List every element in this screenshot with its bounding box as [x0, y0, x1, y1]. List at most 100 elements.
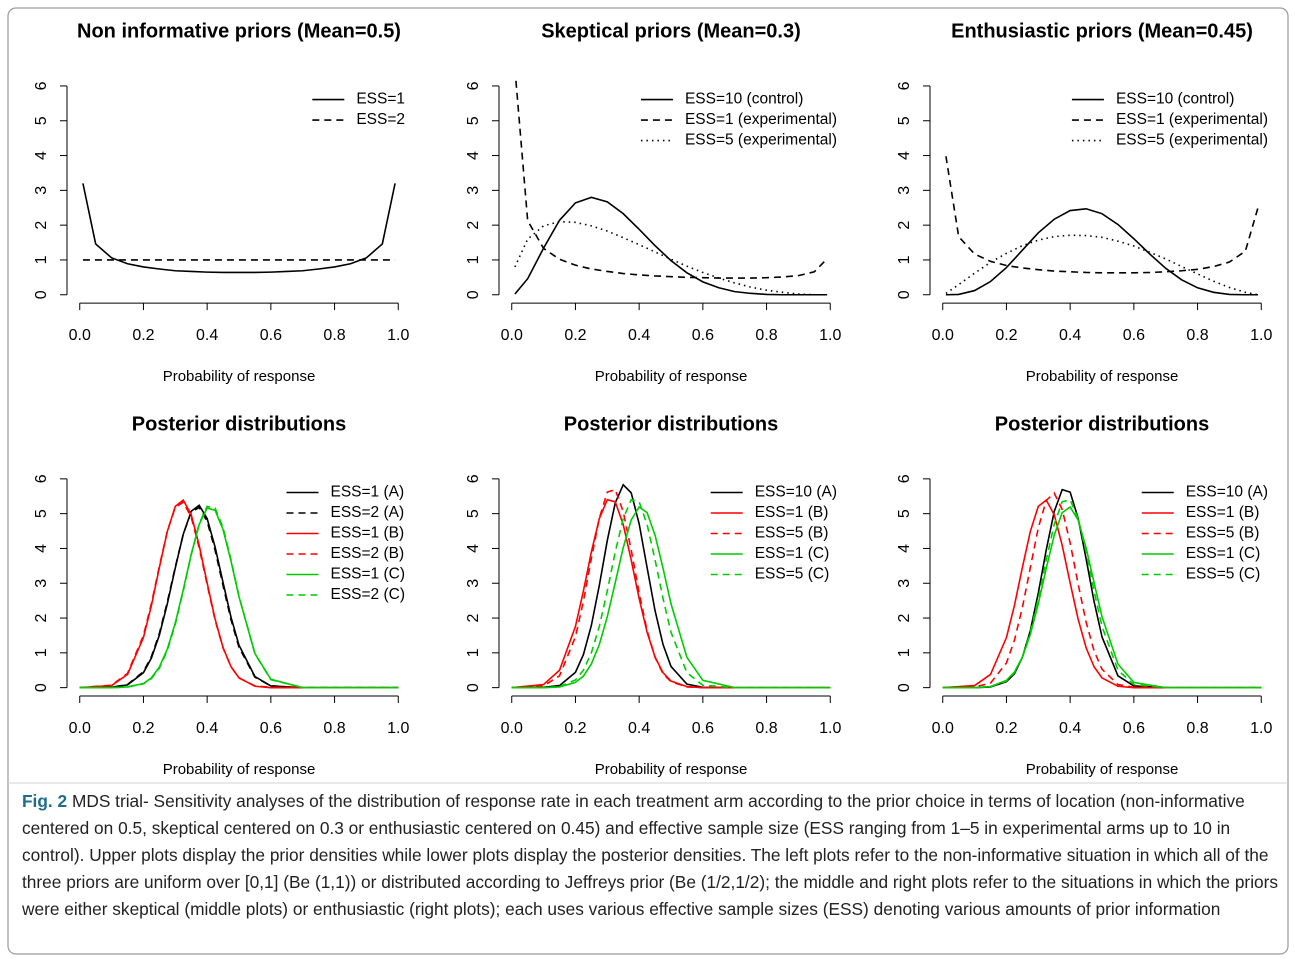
legend-label: ESS=2 — [356, 111, 405, 128]
legend-label: ESS=10 (A) — [1186, 484, 1268, 501]
x-tick-label: 0.6 — [1123, 327, 1145, 344]
x-axis-label: Probability of response — [595, 368, 748, 385]
legend-label: ESS=2 (A) — [330, 504, 404, 521]
y-tick-label: 5 — [33, 509, 50, 518]
legend-label: ESS=10 (control) — [1116, 91, 1234, 108]
panel: Posterior distributions Probability of re… — [896, 414, 1272, 779]
legend-label: ESS=5 (B) — [1186, 525, 1260, 542]
legend-label: ESS=5 (experimental) — [685, 132, 837, 149]
y-tick-label: 1 — [33, 255, 50, 264]
x-tick-label: 0.0 — [501, 720, 523, 737]
density-line — [945, 207, 1259, 296]
panel: Non informative priors (Mean=0.5) Probabi… — [33, 21, 409, 386]
y-tick-label: 3 — [465, 579, 482, 588]
x-tick-label: 0.6 — [260, 327, 282, 344]
frame — [7, 7, 1289, 955]
y-tick-label: 6 — [896, 474, 913, 483]
y-tick-label: 4 — [33, 151, 50, 160]
y-tick-label: 3 — [33, 186, 50, 195]
x-tick-label: 0.8 — [755, 720, 777, 737]
panel-title: Skeptical priors (Mean=0.3) — [541, 21, 801, 43]
x-tick-label: 1.0 — [819, 327, 841, 344]
panel: Posterior distributions Probability of re… — [465, 414, 841, 779]
x-tick-label: 0.2 — [564, 327, 586, 344]
y-tick-label: 3 — [465, 186, 482, 195]
density-line — [945, 234, 1259, 296]
x-tick-label: 0.6 — [260, 720, 282, 737]
x-tick-label: 0.8 — [323, 720, 345, 737]
legend-label: ESS=1 (experimental) — [1116, 111, 1268, 128]
density-line — [942, 498, 1262, 689]
y-tick-label: 2 — [33, 221, 50, 230]
density-line — [511, 498, 831, 689]
caption-label: Fig. 2 — [22, 791, 68, 811]
y-tick-label: 2 — [896, 614, 913, 623]
density-line — [79, 505, 399, 689]
legend-label: ESS=1 (C) — [1186, 545, 1261, 562]
x-tick-label: 0.8 — [1186, 327, 1208, 344]
lines — [79, 498, 399, 689]
density-line — [511, 505, 831, 689]
x-axis-label: Probability of response — [595, 761, 748, 778]
x-tick-label: 0.2 — [995, 327, 1017, 344]
y-tick-label: 1 — [33, 648, 50, 657]
density-line — [79, 504, 399, 689]
x-tick-label: 1.0 — [387, 327, 409, 344]
legend: ESS=10 (control) ESS=1 (experimental) ESS=… — [1071, 91, 1268, 149]
panel-title: Posterior distributions — [995, 414, 1209, 436]
legend-label: ESS=10 (A) — [755, 484, 837, 501]
x-tick-label: 0.0 — [501, 327, 523, 344]
legend-label: ESS=2 (C) — [330, 586, 405, 603]
legend: ESS=10 (A) ESS=1 (B) ESS=5 (B) ESS=1 (C) ESS… — [710, 484, 837, 583]
legend: ESS=10 (A) ESS=1 (B) ESS=5 (B) ESS=1 (C) ESS… — [1141, 484, 1268, 583]
x-tick-label: 1.0 — [1250, 327, 1272, 344]
x-tick-label: 1.0 — [387, 720, 409, 737]
x-tick-label: 0.2 — [132, 720, 154, 737]
y-tick-label: 1 — [896, 255, 913, 264]
density-line — [79, 506, 399, 689]
legend-label: ESS=1 — [356, 91, 405, 108]
x-tick-label: 0.8 — [755, 327, 777, 344]
y-tick-label: 3 — [896, 186, 913, 195]
legend-label: ESS=1 (experimental) — [685, 111, 837, 128]
y-tick-label: 2 — [896, 221, 913, 230]
y-tick-label: 1 — [465, 255, 482, 264]
y-tick-label: 5 — [896, 509, 913, 518]
y-tick-label: 0 — [465, 290, 482, 299]
x-tick-label: 0.6 — [1123, 720, 1145, 737]
y-tick-label: 6 — [465, 474, 482, 483]
y-tick-label: 5 — [465, 116, 482, 125]
x-tick-label: 0.6 — [692, 720, 714, 737]
legend: ESS=1 (A) ESS=2 (A) ESS=1 (B) ESS=2 (B) ESS=… — [286, 484, 405, 603]
y-tick-label: 2 — [465, 221, 482, 230]
x-tick-label: 0.2 — [132, 327, 154, 344]
x-tick-label: 0.0 — [932, 327, 954, 344]
panel-title: Posterior distributions — [132, 414, 346, 436]
density-line — [82, 183, 396, 274]
panel: Posterior distributions Probability of re… — [33, 414, 409, 779]
panel: Enthusiastic priors (Mean=0.45) Probabili… — [896, 21, 1272, 386]
x-axis-label: Probability of response — [163, 761, 316, 778]
caption-text: MDS trial- Sensitivity analyses of the d… — [22, 791, 1279, 919]
y-tick-label: 0 — [465, 683, 482, 692]
density-line — [942, 491, 1262, 689]
x-tick-label: 0.4 — [628, 327, 650, 344]
y-tick-label: 4 — [465, 151, 482, 160]
x-axis-label: Probability of response — [1026, 368, 1179, 385]
y-tick-label: 3 — [33, 579, 50, 588]
y-tick-label: 3 — [896, 579, 913, 588]
y-tick-label: 6 — [896, 81, 913, 90]
legend: ESS=10 (control) ESS=1 (experimental) ESS=… — [640, 91, 837, 149]
density-line — [511, 498, 831, 689]
legend-label: ESS=5 (B) — [755, 525, 829, 542]
x-tick-label: 0.4 — [628, 720, 650, 737]
lines — [511, 483, 831, 689]
y-tick-label: 4 — [465, 544, 482, 553]
density-line — [514, 77, 828, 279]
x-tick-label: 0.4 — [1059, 720, 1081, 737]
legend-label: ESS=5 (experimental) — [1116, 132, 1268, 149]
y-tick-label: 6 — [33, 474, 50, 483]
lines — [82, 183, 396, 274]
x-tick-label: 0.2 — [995, 720, 1017, 737]
